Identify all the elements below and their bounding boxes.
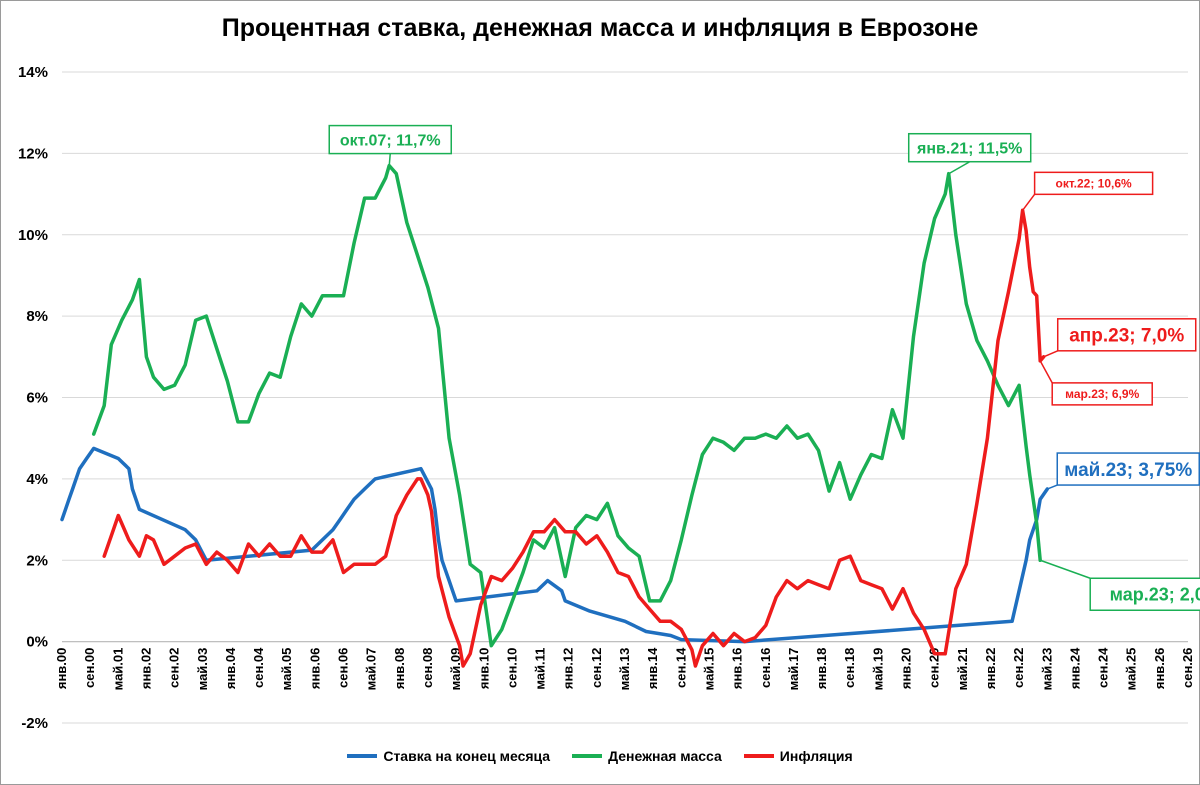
x-tick-label: сен.00: [82, 648, 97, 688]
x-tick-label: сен.26: [1180, 648, 1195, 688]
chart-title: Процентная ставка, денежная масса и инфл…: [221, 14, 979, 42]
callout-box: [907, 132, 1032, 163]
legend-swatch: [347, 754, 378, 758]
series-line: [60, 446, 1050, 644]
y-tick-label: 10%: [18, 227, 48, 244]
y-tick-label: 2%: [26, 552, 48, 569]
x-tick-label: сен.04: [251, 647, 266, 688]
x-tick-label: май.23: [1039, 648, 1054, 691]
x-tick-label: янв.20: [899, 648, 914, 690]
x-tick-label: май.21: [955, 648, 970, 691]
callout-leader: [1043, 350, 1059, 358]
x-tick-label: май.15: [701, 648, 716, 691]
callout-leader: [948, 161, 971, 175]
callout-box: [1033, 171, 1154, 196]
legend-label: Инфляция: [779, 748, 853, 764]
x-tick-label: сен.12: [589, 648, 604, 688]
x-tick-label: сен.10: [504, 648, 519, 688]
x-tick-label: янв.10: [476, 648, 491, 690]
x-tick-label: май.25: [1124, 648, 1139, 691]
callout-label: апр.23; 7,0%: [1069, 326, 1184, 347]
x-tick-label: май.17: [786, 648, 801, 691]
callout-leader: [1039, 360, 1053, 384]
callout-box: [1056, 318, 1197, 352]
x-tick-label: май.19: [870, 648, 885, 691]
x-tick-label: сен.02: [167, 648, 182, 688]
callout-box: [328, 124, 452, 155]
annotations: окт.07; 11,7% янв.21; 11,5% мар.23; 2,0% ок…: [328, 124, 1200, 611]
callout-label: май.23; 3,75%: [1064, 460, 1192, 481]
x-tick-label: сен.20: [927, 648, 942, 688]
legend-item: Денежная масса: [572, 748, 722, 764]
legend-swatch: [743, 754, 774, 758]
x-tick-label: янв.26: [1152, 648, 1167, 690]
x-tick-label: янв.02: [138, 648, 153, 690]
legend-label: Денежная масса: [608, 748, 722, 764]
callout-leader: [388, 153, 391, 166]
callout-box: [1056, 452, 1200, 486]
x-tick-label: май.09: [448, 648, 463, 691]
y-tick-label: 4%: [26, 471, 48, 488]
x-tick-label: янв.16: [730, 648, 745, 690]
x-tick-label: май.05: [279, 648, 294, 691]
x-tick-label: май.13: [617, 648, 632, 691]
x-tick-label: янв.24: [1067, 647, 1082, 689]
legend-item: Инфляция: [743, 748, 853, 764]
x-tick-label: янв.12: [561, 648, 576, 690]
series-lines: [60, 163, 1050, 668]
callout-label: мар.23; 6,9%: [1065, 387, 1139, 401]
x-axis-labels: янв.00 сен.00 май.01 янв.02 сен.02 май.03 янв.…: [54, 647, 1195, 691]
callout-box: [1089, 577, 1200, 611]
x-tick-label: янв.18: [814, 648, 829, 690]
x-tick-label: май.03: [195, 648, 210, 691]
legend-label: Ставка на конец месяца: [383, 748, 551, 764]
x-tick-label: янв.06: [307, 648, 322, 690]
x-tick-label: май.01: [110, 648, 125, 691]
legend-swatch: [572, 754, 603, 758]
x-tick-label: сен.14: [673, 647, 688, 688]
series-line: [91, 163, 1042, 648]
y-tick-label: 14%: [18, 64, 48, 81]
callout-label: мар.23; 2,0%: [1110, 585, 1200, 605]
legend-item: Ставка на конец месяца: [347, 748, 550, 764]
legend: Ставка на конец месяца Денежная масса Инфл…: [0, 748, 1200, 764]
x-tick-label: сен.08: [420, 648, 435, 688]
series-line: [102, 208, 1046, 668]
y-axis-labels: -2% 0% 2% 4% 6% 8% 10% 12% 14%: [18, 64, 48, 732]
callout-label: окт.07; 11,7%: [340, 132, 441, 149]
callout-box: [1051, 382, 1153, 406]
x-tick-label: сен.16: [758, 648, 773, 688]
y-tick-label: 6%: [26, 390, 48, 407]
x-tick-label: янв.14: [645, 647, 660, 689]
x-tick-label: сен.06: [336, 648, 351, 688]
x-tick-label: сен.22: [1011, 648, 1026, 688]
x-tick-label: янв.08: [392, 648, 407, 690]
callout-leader: [1039, 559, 1091, 579]
y-tick-label: -2%: [21, 715, 48, 732]
x-tick-label: янв.04: [223, 647, 238, 689]
x-tick-label: янв.00: [54, 648, 69, 690]
y-tick-label: 12%: [18, 145, 48, 162]
gridlines: [62, 71, 1188, 724]
x-tick-label: сен.24: [1096, 647, 1111, 688]
callout-label: янв.21; 11,5%: [916, 140, 1022, 157]
x-tick-label: янв.22: [983, 648, 998, 690]
x-tick-label: сен.18: [842, 648, 857, 688]
x-tick-label: май.11: [533, 648, 548, 690]
callout-leader: [1046, 484, 1058, 490]
callout-leader: [1022, 193, 1036, 211]
y-tick-label: 8%: [26, 308, 48, 325]
x-tick-label: май.07: [364, 648, 379, 691]
callout-label: окт.22; 10,6%: [1056, 177, 1133, 191]
y-tick-label: 0%: [26, 634, 48, 651]
